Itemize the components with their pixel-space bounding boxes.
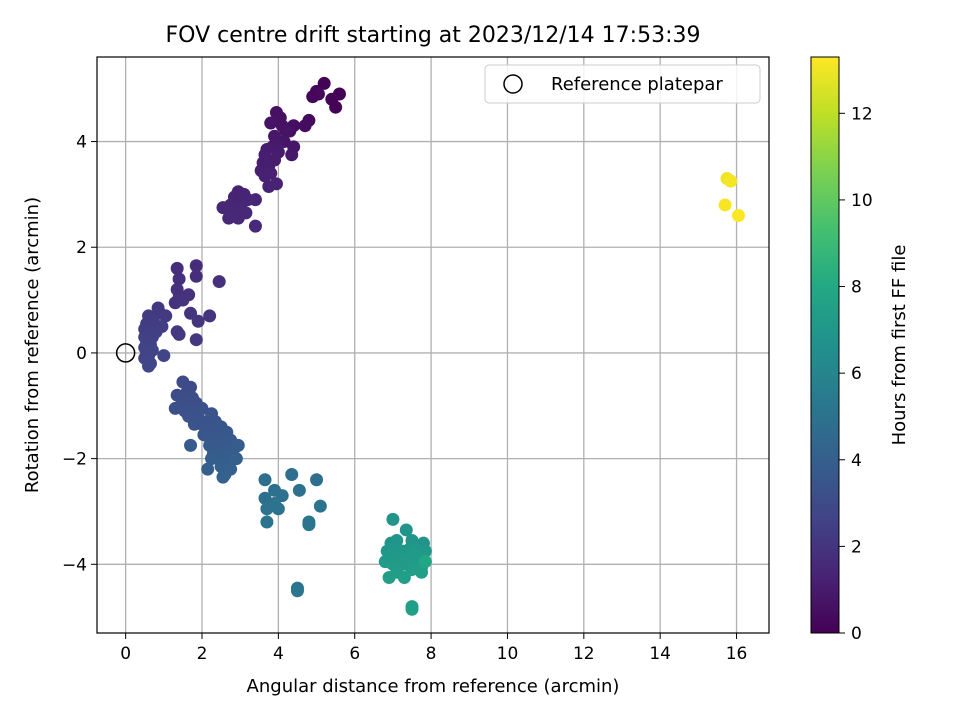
data-point: [311, 87, 325, 101]
data-point: [189, 333, 203, 347]
data-point: [205, 452, 219, 466]
y-tick-label: −4: [62, 555, 87, 575]
data-point: [292, 483, 306, 497]
data-point: [231, 438, 245, 452]
data-point: [386, 512, 400, 526]
data-point: [189, 269, 203, 283]
x-tick-label: 8: [426, 644, 437, 664]
colorbar-tick-label: 6: [851, 364, 862, 384]
data-point: [731, 209, 745, 223]
x-tick-label: 4: [273, 644, 284, 664]
y-tick-label: 4: [76, 133, 87, 153]
data-point: [269, 177, 283, 191]
y-tick-label: 2: [76, 238, 87, 258]
colorbar-tick-label: 8: [851, 278, 862, 298]
data-point: [329, 100, 343, 114]
data-point: [239, 206, 253, 220]
colorbar-tick-label: 0: [851, 624, 862, 644]
x-tick-label: 10: [497, 644, 519, 664]
data-point: [142, 359, 156, 373]
x-tick-label: 12: [573, 644, 595, 664]
data-point: [157, 349, 171, 363]
legend-marker-icon: [503, 74, 523, 94]
data-point: [172, 272, 186, 286]
data-point: [260, 502, 274, 516]
legend-box: [484, 64, 761, 104]
data-point: [264, 116, 278, 130]
data-point: [258, 473, 272, 487]
colorbar: 0 2 4 6 8 10 12 Hours from first FF file: [810, 56, 910, 644]
data-point: [260, 515, 274, 529]
data-point: [216, 201, 230, 215]
colorbar-tick-label: 12: [851, 104, 873, 124]
y-tick-label: −2: [62, 450, 87, 470]
legend: Reference platepar: [484, 64, 761, 104]
data-point: [258, 491, 272, 505]
data-point: [302, 515, 316, 529]
data-point: [382, 571, 396, 585]
x-tick-label: 0: [120, 644, 131, 664]
colorbar-label: Hours from first FF file: [889, 245, 910, 446]
data-point: [718, 198, 732, 212]
data-point: [285, 148, 299, 162]
data-point: [203, 309, 217, 323]
chart-title: FOV centre drift starting at 2023/12/14 …: [166, 23, 701, 48]
data-point: [184, 438, 198, 452]
data-point: [399, 523, 413, 537]
data-point: [222, 211, 236, 225]
y-axis-label: Rotation from reference (arcmin): [22, 197, 43, 493]
x-axis-label: Angular distance from reference (arcmin): [247, 676, 620, 697]
plot-frame: [96, 56, 770, 634]
x-tick-label: 6: [349, 644, 360, 664]
data-point: [279, 124, 293, 138]
data-point: [248, 193, 262, 207]
data-point: [724, 174, 738, 188]
colorbar-tick-label: 2: [851, 537, 862, 557]
legend-entry-reference: Reference platepar: [551, 74, 723, 95]
y-tick-label: 0: [76, 344, 87, 364]
data-point: [258, 169, 272, 183]
y-axis-ticks: −4 −2 0 2 4: [62, 133, 97, 575]
reference-platepar-marker: [115, 343, 136, 363]
data-point: [285, 467, 299, 481]
data-point: [248, 219, 262, 233]
data-point: [310, 473, 324, 487]
data-point: [189, 259, 203, 273]
colorbar-tick-label: 10: [851, 191, 873, 211]
data-point: [191, 314, 205, 328]
x-axis-ticks: 0 2 4 6 8 10 12 14 16: [120, 633, 747, 664]
data-point: [418, 555, 432, 569]
data-point: [271, 502, 285, 516]
data-point: [313, 499, 327, 513]
data-point: [415, 565, 429, 579]
data-point: [397, 571, 411, 585]
x-tick-label: 14: [649, 644, 671, 664]
x-tick-label: 2: [197, 644, 208, 664]
colorbar-gradient: [810, 56, 840, 634]
data-point: [170, 261, 184, 275]
data-point: [201, 462, 215, 476]
data-point: [298, 119, 312, 133]
data-point: [212, 275, 226, 289]
data-point: [405, 602, 419, 616]
data-point: [229, 452, 243, 466]
colorbar-tick-label: 4: [851, 451, 862, 471]
data-point: [216, 470, 230, 484]
data-point: [176, 293, 190, 307]
data-point: [170, 325, 184, 339]
data-point: [159, 309, 173, 323]
data-point: [290, 581, 304, 595]
data-points: [138, 76, 745, 616]
colorbar-ticks: 0 2 4 6 8 10 12: [839, 104, 873, 644]
x-tick-label: 16: [726, 644, 748, 664]
